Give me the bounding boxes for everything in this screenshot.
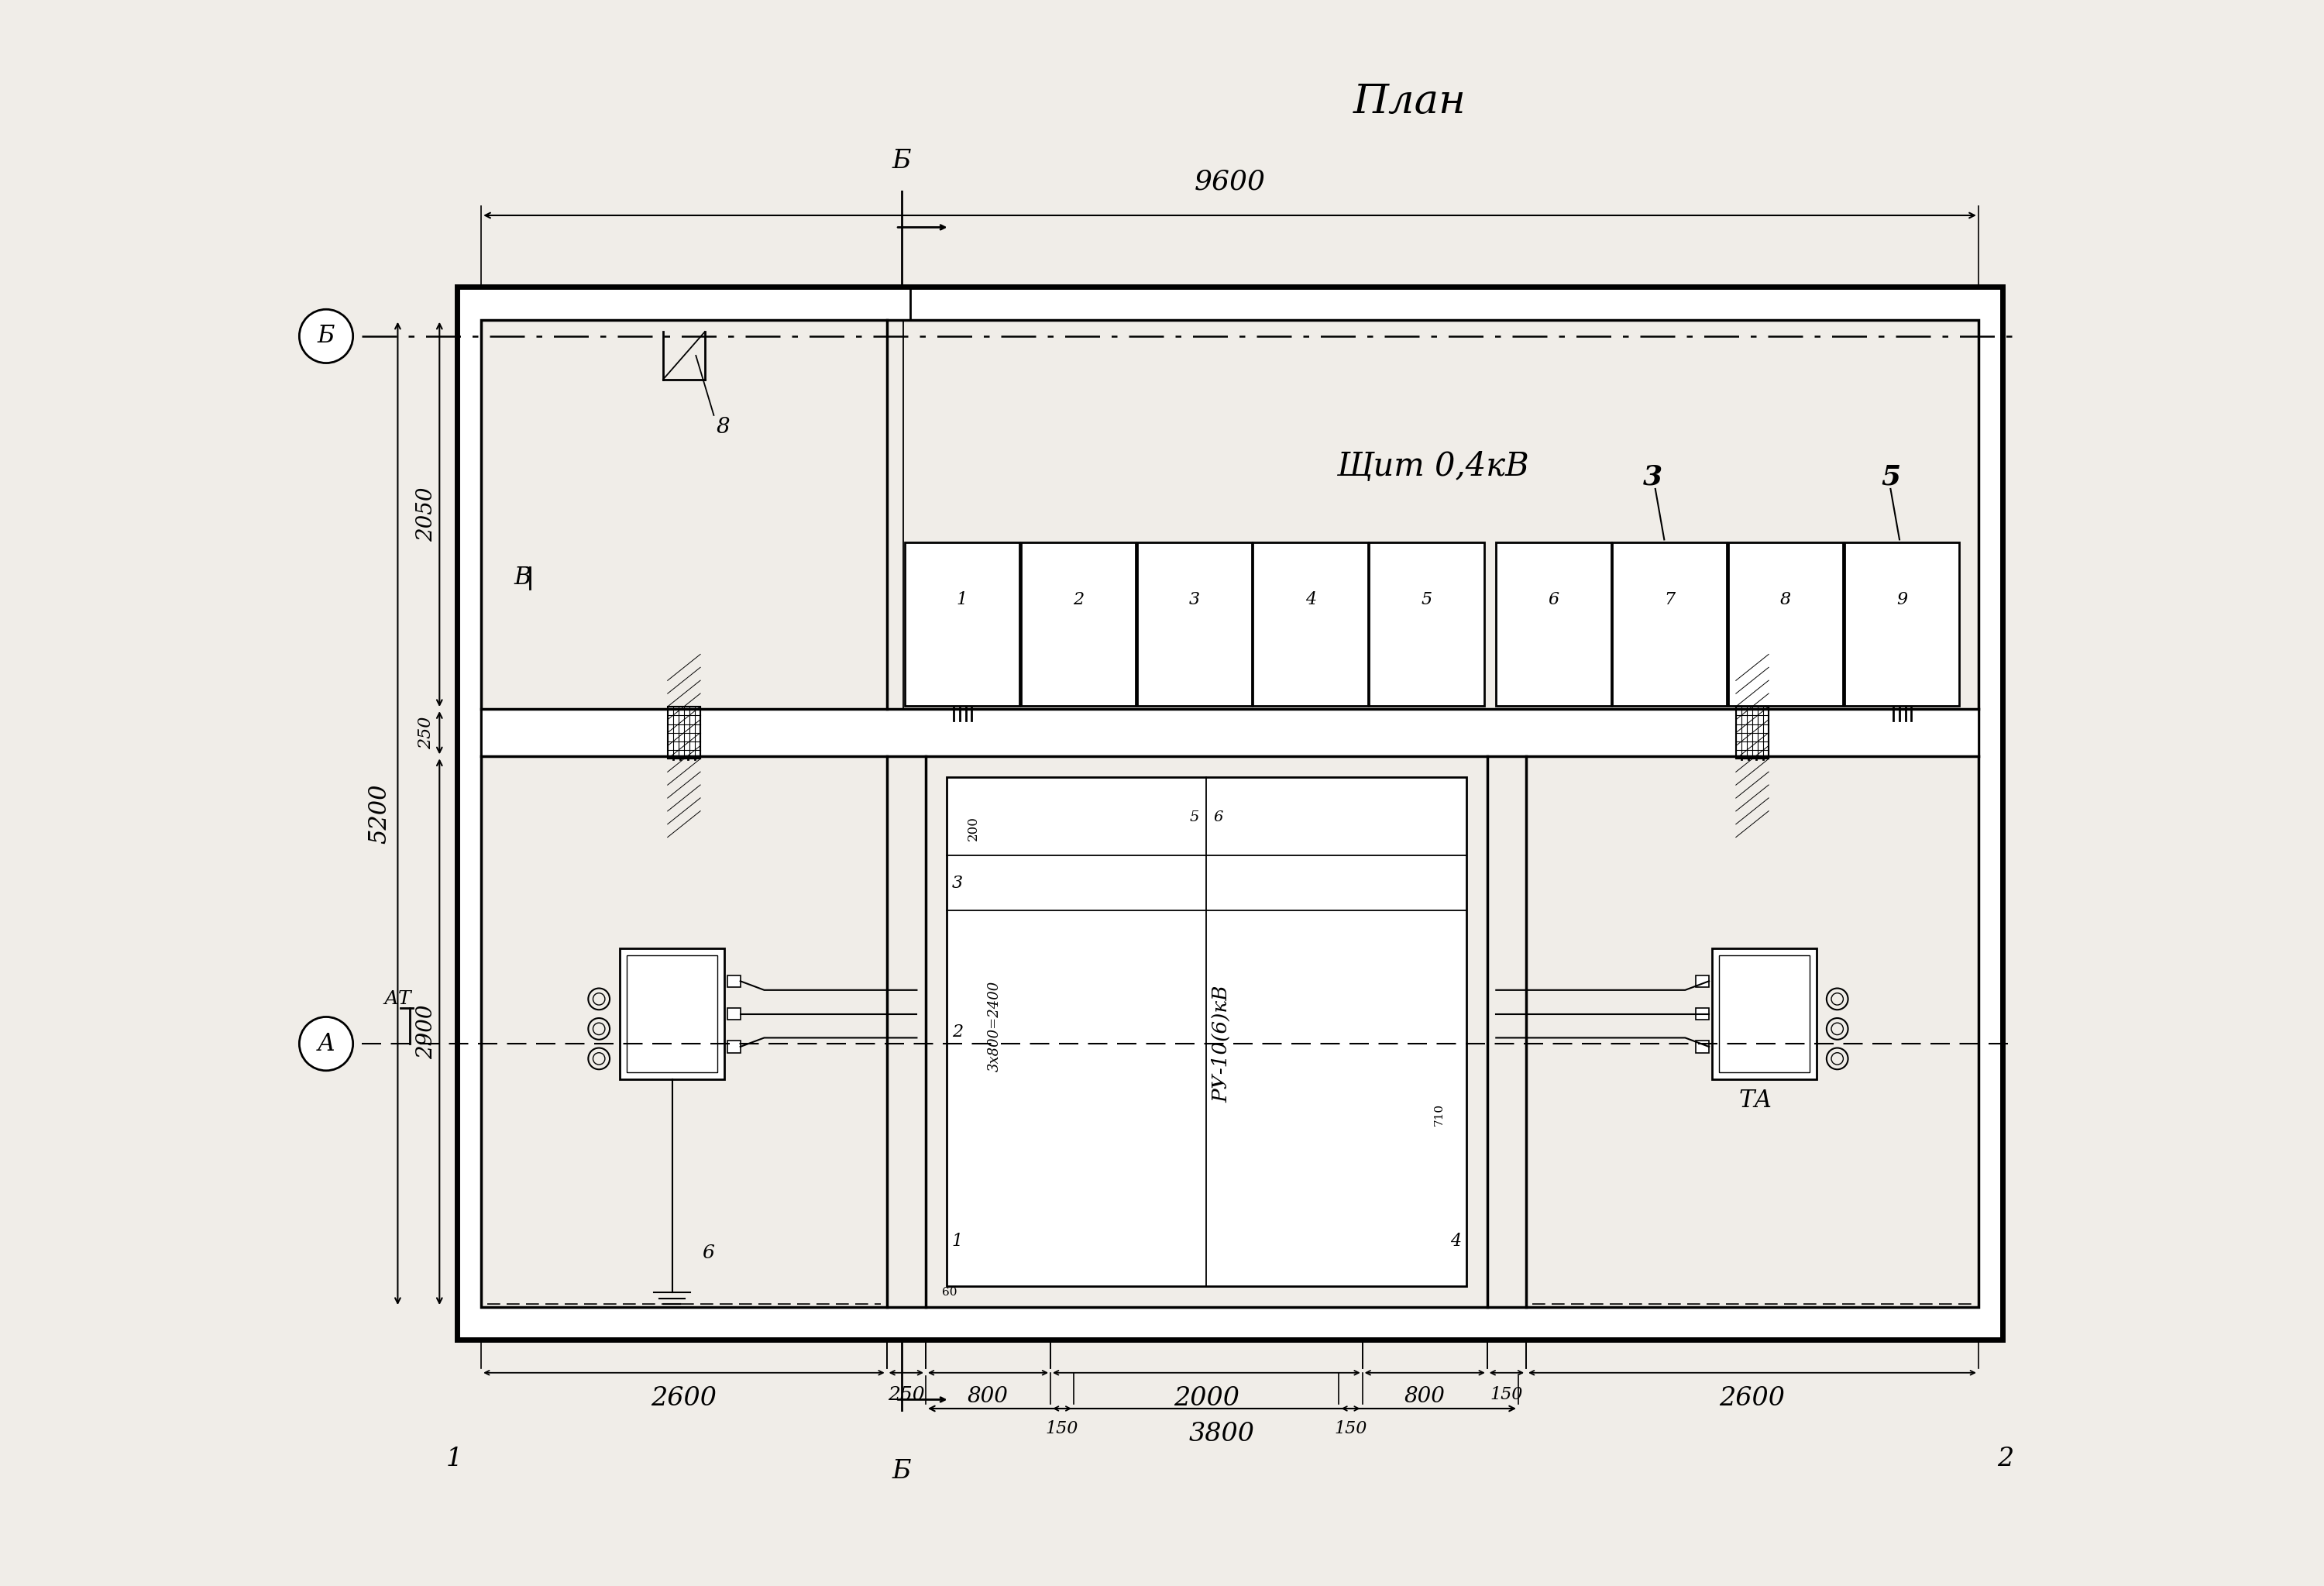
Bar <box>1697 1009 1708 1020</box>
Text: 3: 3 <box>1643 463 1662 490</box>
Bar <box>458 287 2003 1340</box>
Bar <box>1253 542 1369 706</box>
Text: 1: 1 <box>446 1446 462 1472</box>
Bar <box>1136 542 1253 706</box>
Bar <box>1020 542 1136 706</box>
Bar <box>621 948 725 1080</box>
Text: 8: 8 <box>716 417 730 438</box>
Bar <box>1697 975 1708 986</box>
Text: 2: 2 <box>1996 1446 2013 1472</box>
Bar <box>946 777 1466 1286</box>
Text: План: План <box>1353 82 1466 122</box>
Circle shape <box>300 1017 353 1071</box>
Text: 1: 1 <box>953 1232 962 1250</box>
Text: 5: 5 <box>1880 463 1901 490</box>
Text: 200: 200 <box>967 815 981 841</box>
Text: РУ-10(6)кВ: РУ-10(6)кВ <box>1211 985 1232 1102</box>
Text: 3х800=2400: 3х800=2400 <box>988 980 1002 1071</box>
Circle shape <box>300 309 353 363</box>
Text: 150: 150 <box>1046 1421 1078 1437</box>
Text: 150: 150 <box>1334 1421 1367 1437</box>
Text: В: В <box>514 566 532 590</box>
Text: 5: 5 <box>1422 592 1432 609</box>
Circle shape <box>1978 1431 2033 1488</box>
Text: 150: 150 <box>1490 1386 1522 1404</box>
Bar <box>1697 1040 1708 1053</box>
Bar <box>667 707 700 758</box>
Bar <box>481 320 1978 1307</box>
Text: 3800: 3800 <box>1190 1421 1255 1446</box>
Text: 2600: 2600 <box>651 1386 716 1410</box>
Text: 800: 800 <box>1404 1386 1446 1407</box>
Text: 6: 6 <box>702 1245 713 1262</box>
Text: 2000: 2000 <box>1174 1386 1239 1410</box>
Text: 5200: 5200 <box>367 783 393 844</box>
Text: 250: 250 <box>888 1386 925 1404</box>
Bar <box>727 975 741 986</box>
Bar <box>1720 955 1810 1072</box>
Text: 4: 4 <box>1450 1232 1462 1250</box>
Text: 4: 4 <box>1306 592 1315 609</box>
Text: 2900: 2900 <box>416 1004 437 1059</box>
Bar <box>727 1009 741 1020</box>
Text: АТ: АТ <box>383 990 411 1009</box>
Text: 1: 1 <box>957 592 967 609</box>
Text: А: А <box>316 1032 335 1056</box>
Text: 3: 3 <box>1190 592 1199 609</box>
Bar <box>1729 542 1843 706</box>
Text: 250: 250 <box>418 717 435 749</box>
Text: Б: Б <box>892 1459 911 1484</box>
Text: 2600: 2600 <box>1720 1386 1785 1410</box>
Bar <box>627 955 718 1072</box>
Bar <box>1369 542 1485 706</box>
Text: 2: 2 <box>953 1023 962 1040</box>
Text: 6: 6 <box>1548 592 1559 609</box>
Text: 2: 2 <box>1074 592 1083 609</box>
Text: Б: Б <box>892 149 911 173</box>
Circle shape <box>425 1431 483 1488</box>
Bar <box>1613 542 1727 706</box>
Text: Щит 0,4кВ: Щит 0,4кВ <box>1336 450 1529 484</box>
Text: 6: 6 <box>1213 810 1222 825</box>
Bar <box>904 542 1020 706</box>
Text: 7: 7 <box>1664 592 1676 609</box>
Text: 8: 8 <box>1780 592 1792 609</box>
Text: 9: 9 <box>1896 592 1908 609</box>
Text: 2050: 2050 <box>416 487 437 542</box>
Text: ТА: ТА <box>1738 1088 1773 1112</box>
Bar <box>1736 707 1769 758</box>
Text: Б: Б <box>318 324 335 349</box>
Bar <box>727 1040 741 1053</box>
Text: 5: 5 <box>1190 810 1199 825</box>
Text: 800: 800 <box>967 1386 1009 1407</box>
Bar <box>1713 948 1817 1080</box>
Text: 60: 60 <box>941 1286 957 1297</box>
Bar <box>1497 542 1611 706</box>
Bar <box>481 709 1978 757</box>
Text: 710: 710 <box>1434 1104 1446 1126</box>
Bar <box>1845 542 1959 706</box>
Text: 3: 3 <box>953 874 962 891</box>
Text: 9600: 9600 <box>1195 168 1267 195</box>
